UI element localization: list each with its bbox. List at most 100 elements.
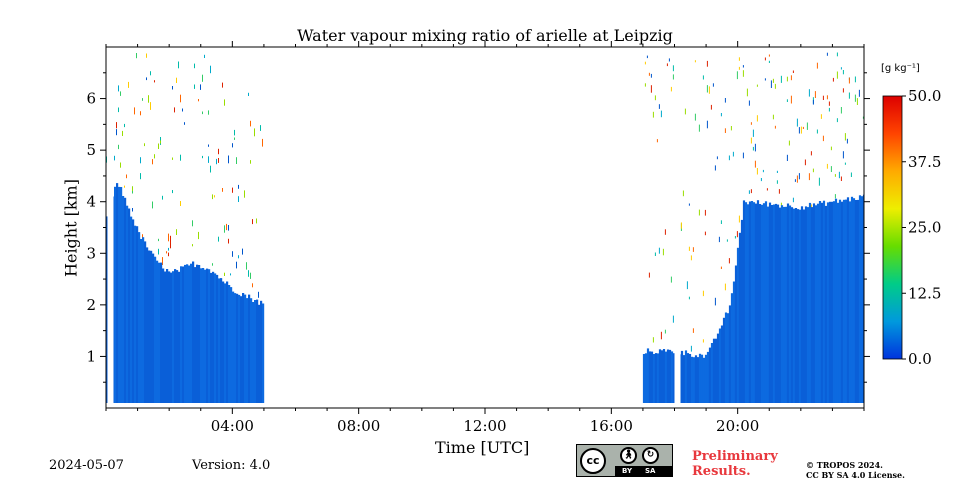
scatter-point	[152, 159, 153, 165]
scatter-point	[694, 113, 696, 121]
scatter-point	[692, 247, 694, 252]
scatter-point	[252, 283, 253, 288]
scatter-point	[244, 190, 245, 198]
dense-layer-column	[722, 317, 726, 403]
cc-license-badge[interactable]: cc 🚶︎ ↻ BY SA	[576, 444, 673, 477]
scatter-point	[262, 138, 263, 147]
dense-layer-column	[262, 303, 265, 403]
dense-layer-column	[224, 283, 227, 403]
dense-layer-column	[834, 198, 838, 403]
dense-layer-column	[650, 351, 654, 403]
scatter-point	[260, 125, 261, 131]
dense-layer-column	[762, 203, 766, 403]
dense-layer-column	[190, 263, 193, 403]
dense-layer-column	[772, 204, 776, 403]
dense-layer-column	[138, 232, 141, 403]
scatter-point	[832, 77, 834, 82]
dense-layer-column	[798, 209, 802, 403]
dense-layer-column	[216, 274, 219, 403]
dense-layer-column	[130, 216, 133, 403]
dense-layer-column	[184, 264, 187, 403]
scatter-point	[704, 209, 706, 216]
scatter-point	[664, 329, 666, 334]
scatter-point	[698, 124, 700, 132]
y-tick-label: 2	[86, 296, 96, 314]
scatter-point	[834, 174, 836, 177]
scatter-point	[754, 160, 756, 168]
scatter-point	[170, 242, 171, 249]
dense-layer-column	[662, 349, 666, 403]
scatter-point	[732, 151, 734, 157]
scatter-point	[772, 78, 774, 83]
scatter-point	[252, 219, 253, 225]
scatter-point	[224, 272, 225, 276]
scatter-point	[750, 189, 752, 194]
scatter-point	[232, 251, 233, 257]
dense-layer-column	[816, 203, 820, 403]
scatter-point	[746, 88, 748, 97]
scatter-point	[210, 165, 211, 173]
scatter-point	[738, 66, 740, 70]
scatter-point	[202, 74, 203, 82]
scatter-point	[168, 247, 169, 251]
scatter-point	[736, 71, 738, 80]
scatter-point	[718, 236, 720, 243]
scatter-point	[178, 61, 179, 69]
dense-layer-column	[254, 300, 257, 403]
scatter-point	[772, 114, 774, 120]
chart-title: Water vapour mixing ratio of arielle at …	[297, 26, 673, 45]
scatter-point	[654, 95, 656, 101]
scatter-point	[650, 73, 652, 78]
scatter-point	[724, 128, 726, 133]
scatter-point	[132, 208, 133, 212]
scatter-point	[198, 99, 199, 102]
dense-layer-column	[120, 187, 123, 403]
scatter-point	[216, 158, 217, 165]
scatter-point	[748, 190, 750, 194]
scatter-point	[150, 102, 151, 110]
scatter-point	[686, 281, 688, 290]
scatter-point	[752, 146, 754, 151]
dense-layer-column	[226, 281, 229, 403]
dense-layer-column	[232, 291, 235, 403]
dense-layer-column	[180, 266, 183, 403]
dense-layer-column	[670, 351, 674, 403]
dense-layer-column	[136, 226, 139, 403]
scatter-point	[670, 86, 672, 92]
dense-layer-column	[796, 209, 800, 403]
scatter-point	[648, 72, 650, 76]
scatter-point	[172, 86, 173, 90]
scatter-point	[844, 162, 846, 165]
scatter-point	[788, 140, 790, 144]
scatter-point	[180, 94, 181, 103]
scatter-point	[838, 171, 840, 179]
copyright-notice: © TROPOS 2024. CC BY SA 4.0 License.	[806, 460, 905, 480]
dense-layer-column	[690, 356, 694, 403]
dense-layer-column	[736, 247, 740, 403]
scatter-point	[774, 125, 776, 129]
scatter-point	[712, 83, 714, 87]
scatter-point	[236, 157, 237, 164]
scatter-point	[662, 248, 664, 256]
scatter-point	[208, 110, 209, 115]
x-tick-label: 16:00	[590, 417, 633, 435]
x-axis-label: Time [UTC]	[435, 438, 530, 457]
dense-layer-column	[150, 250, 153, 403]
dense-layer-column	[802, 209, 806, 403]
scatter-point	[690, 345, 692, 352]
scatter-point	[194, 63, 195, 69]
dense-layer-column	[646, 348, 650, 403]
dense-layer-column	[794, 208, 798, 403]
scatter-point	[162, 257, 163, 265]
dense-layer-column	[258, 304, 261, 403]
scatter-point	[666, 63, 668, 67]
scatter-point	[708, 86, 710, 94]
dense-layer-column	[810, 207, 814, 403]
copyright-line2: CC BY SA 4.0 License.	[806, 470, 905, 480]
dense-layer-column	[204, 269, 207, 403]
dense-layer-column	[132, 219, 135, 403]
scatter-point	[792, 70, 794, 73]
x-tick-label: 08:00	[337, 417, 380, 435]
dense-layer-column	[648, 351, 652, 403]
